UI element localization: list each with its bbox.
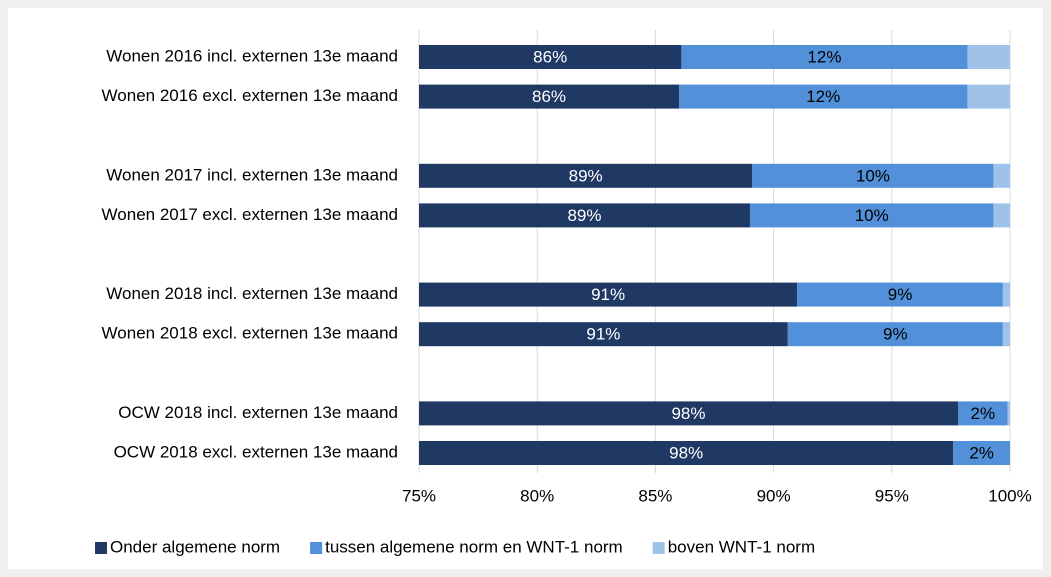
- bar-segment: [967, 84, 1010, 109]
- data-label: 91%: [586, 325, 620, 344]
- x-tick-label: 75%: [402, 486, 436, 505]
- y-tick-label: Wonen 2018 excl. externen 13e maand: [102, 324, 398, 343]
- bar-segment: [419, 401, 958, 426]
- bar-segment: [681, 45, 968, 69]
- bar-segment: [419, 282, 798, 307]
- bar-segment: [993, 203, 1010, 228]
- y-tick-label: OCW 2018 excl. externen 13e maand: [114, 442, 398, 461]
- bar-segment: [419, 203, 750, 228]
- bar-segment: [957, 401, 1008, 426]
- legend-swatch: [95, 542, 107, 554]
- data-label: 12%: [806, 87, 840, 106]
- bar-segment: [1002, 282, 1010, 307]
- x-tick-label: 90%: [757, 486, 791, 505]
- data-label: 10%: [856, 166, 890, 185]
- data-label: 2%: [969, 443, 994, 462]
- legend-label: tussen algemene norm en WNT-1 norm: [325, 537, 623, 556]
- data-label: 9%: [888, 285, 913, 304]
- x-tick-label: 85%: [638, 486, 672, 505]
- data-label: 86%: [533, 47, 567, 66]
- data-label: 9%: [883, 325, 908, 344]
- bar-segment: [679, 84, 968, 109]
- y-tick-label: Wonen 2017 excl. externen 13e maand: [102, 205, 398, 224]
- legend-label: Onder algemene norm: [110, 537, 280, 556]
- y-tick-label: Wonen 2018 incl. externen 13e maand: [106, 284, 398, 303]
- data-label: 91%: [591, 285, 625, 304]
- data-label: 98%: [669, 443, 703, 462]
- bar-segment: [797, 282, 1003, 307]
- data-label: 10%: [855, 206, 889, 225]
- y-tick-label: OCW 2018 incl. externen 13e maand: [118, 403, 398, 422]
- bar-segment: [419, 322, 788, 347]
- bar-segment: [967, 45, 1010, 69]
- bar-segment: [749, 203, 994, 228]
- data-label: 2%: [971, 404, 996, 423]
- bar-segment: [419, 84, 680, 109]
- y-tick-label: Wonen 2017 incl. externen 13e maand: [106, 165, 398, 184]
- data-label: 89%: [567, 206, 601, 225]
- legend-swatch: [652, 542, 665, 554]
- legend-swatch: [310, 542, 323, 554]
- bar-segment: [752, 163, 994, 188]
- bar-segment: [953, 441, 1010, 465]
- data-label: 89%: [569, 166, 603, 185]
- bar-segment: [419, 163, 753, 188]
- bar-segment: [419, 441, 954, 465]
- x-tick-label: 95%: [875, 486, 909, 505]
- x-tick-label: 100%: [988, 486, 1031, 505]
- bar-segment: [1007, 401, 1010, 426]
- bar-segment: [787, 322, 1003, 347]
- y-tick-label: Wonen 2016 incl. externen 13e maand: [106, 46, 398, 65]
- y-tick-label: Wonen 2016 excl. externen 13e maand: [102, 86, 398, 105]
- legend-label: boven WNT-1 norm: [668, 537, 815, 556]
- data-label: 86%: [532, 87, 566, 106]
- x-tick-label: 80%: [520, 486, 554, 505]
- data-label: 12%: [807, 47, 841, 66]
- data-label: 98%: [671, 404, 705, 423]
- bar-segment: [993, 163, 1010, 188]
- bar-segment: [1002, 322, 1010, 347]
- bar-segment: [419, 45, 682, 69]
